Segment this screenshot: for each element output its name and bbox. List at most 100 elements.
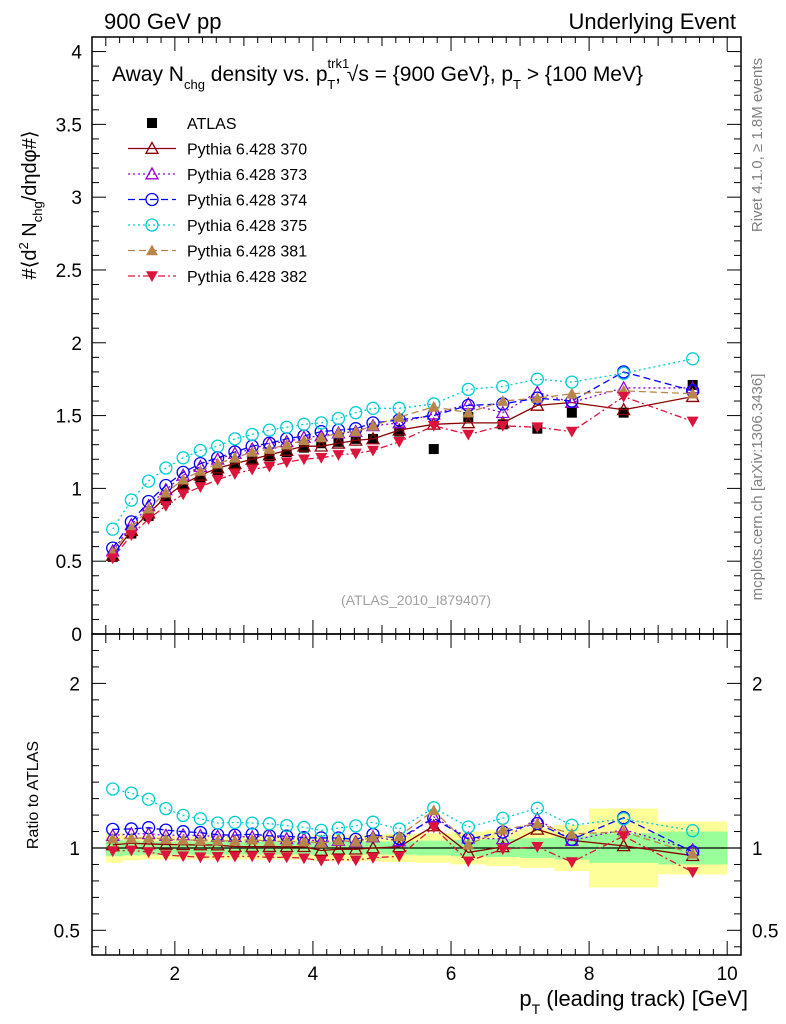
data-point: [262, 447, 277, 461]
y-tick-label: 1.5: [56, 407, 82, 428]
data-point: [279, 443, 294, 456]
ratio-point: [194, 834, 207, 846]
data-point: [297, 434, 310, 446]
ratio-point: [125, 832, 138, 844]
data-point: [461, 415, 476, 429]
legend-marker: [145, 218, 159, 232]
ratio-point: [462, 838, 475, 850]
data-point: [566, 407, 577, 418]
data-point: [531, 392, 544, 403]
data-point: [686, 416, 699, 428]
data-point: [296, 438, 312, 452]
ratio-point: [176, 808, 190, 823]
ratio-point: [315, 855, 328, 867]
legend-entry: Pythia 6.428 374: [128, 193, 307, 210]
data-point: [228, 451, 241, 463]
plot-title: Away Nchg density vs. ptrk1 T, √s = {900 …: [112, 56, 643, 92]
data-point: [141, 474, 156, 488]
ratio-point: [245, 839, 260, 853]
ratio-point: [686, 847, 699, 859]
legend-label: Pythia 6.428 375: [187, 218, 307, 235]
data-point: [177, 473, 190, 485]
data-point: [565, 426, 578, 438]
data-point: [263, 443, 276, 454]
ratio-point: [246, 851, 259, 863]
data-point: [245, 451, 260, 465]
data-point: [160, 495, 171, 506]
data-point: [393, 411, 406, 422]
y-tick-label: 2.5: [56, 261, 82, 282]
data-point: [125, 521, 138, 533]
data-point: [462, 429, 475, 441]
main-plot-series: [105, 352, 700, 565]
data-point: [426, 406, 441, 420]
ratio-point: [263, 835, 276, 847]
ratio-point: [427, 822, 440, 834]
data-point: [211, 457, 224, 469]
ratio-point: [349, 819, 363, 833]
ratio-point: [106, 846, 119, 858]
ratio-y-tick-label-left: 0.5: [54, 921, 80, 942]
data-point: [124, 493, 139, 507]
data-point: [394, 426, 405, 437]
y-axis-label-ratio: Ratio to ATLAS: [25, 741, 42, 849]
data-point: [367, 419, 380, 431]
ratio-point: [496, 844, 509, 856]
ratio-series-pythia-6-428-382: [106, 822, 699, 879]
y-tick-label: 0.5: [56, 552, 82, 573]
data-point: [247, 455, 258, 466]
data-point: [530, 398, 545, 411]
ratio-point: [367, 830, 380, 842]
ratio-point: [496, 811, 510, 825]
data-point: [280, 457, 293, 469]
data-point: [280, 420, 294, 434]
legend-label: Pythia 6.428 373: [187, 167, 307, 184]
data-point: [314, 416, 328, 430]
data-point: [297, 417, 311, 431]
data-point: [349, 406, 363, 420]
data-point: [495, 405, 510, 419]
x-tick-label: 10: [717, 964, 738, 985]
series-line: [112, 358, 693, 530]
ratio-point: [194, 852, 207, 864]
rivet-version-label: Rivet 4.1.0, ≥ 1.8M events: [749, 58, 766, 232]
ratio-point: [616, 838, 631, 852]
series-line: [112, 390, 693, 553]
data-point: [227, 456, 243, 470]
data-point: [616, 402, 631, 416]
data-point: [427, 400, 440, 412]
legend-label: Pythia 6.428 381: [187, 244, 307, 261]
data-point: [617, 391, 630, 403]
data-point: [565, 387, 578, 399]
series-line: [112, 395, 693, 559]
data-point: [159, 461, 173, 475]
ratio-point: [211, 852, 224, 863]
data-point: [496, 420, 509, 432]
data-point: [348, 433, 363, 446]
data-point: [565, 375, 579, 389]
data-point: [349, 448, 362, 460]
ratio-point: [332, 854, 345, 866]
data-point: [316, 438, 327, 449]
series-pythia-6-428-374: [106, 365, 700, 555]
ratio-series-line: [112, 826, 693, 873]
ratio-point: [280, 852, 293, 864]
ratio-point: [565, 857, 578, 869]
data-point: [496, 379, 510, 394]
legend-entry: Pythia 6.428 373: [128, 166, 307, 184]
ratio-point: [531, 842, 544, 853]
ratio-point: [531, 817, 544, 829]
data-point: [228, 469, 241, 480]
axis-ticks: 2 4 6 8 10 0 0.5 1 1.5 2 2.5 3 3.5 4 0.5 0.5 1 1 2 2: [54, 37, 778, 985]
analysis-label: (ATLAS_2010_I879407): [341, 592, 491, 608]
legend-label: ATLAS: [187, 116, 237, 133]
data-point: [462, 406, 475, 418]
series-pythia-6-428-381: [106, 384, 699, 558]
data-point: [298, 442, 309, 453]
ratio-point: [530, 801, 544, 815]
data-point: [178, 481, 189, 492]
ratio-point: [349, 835, 362, 847]
ratio-point: [332, 834, 345, 846]
data-point: [331, 411, 346, 426]
ratio-point: [331, 821, 346, 835]
